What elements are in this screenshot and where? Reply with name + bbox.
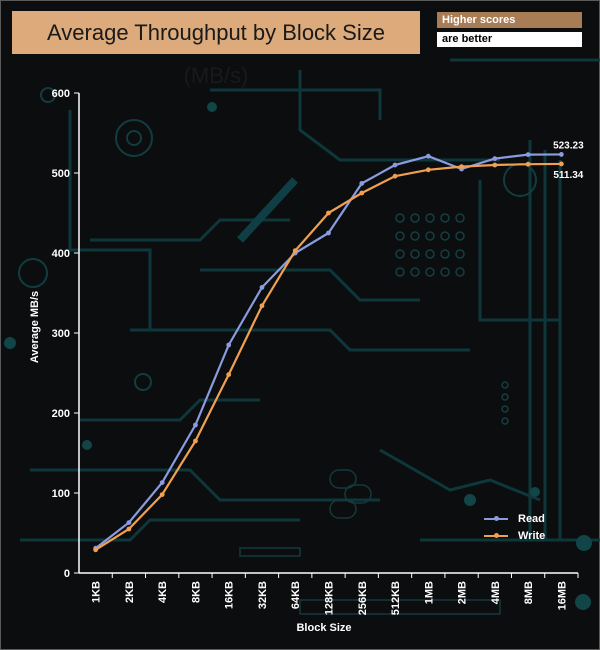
end-label-write: 511.34	[553, 170, 583, 181]
data-point-read	[226, 342, 232, 348]
end-label-read: 523.23	[553, 140, 584, 151]
x-tick-label: 128KB	[324, 581, 336, 615]
data-point-read	[159, 480, 165, 485]
legend-label-write: Write	[518, 529, 546, 542]
data-point-write	[326, 210, 331, 216]
chart-title: Average Throughput by Block Size (MB/s)	[12, 11, 420, 88]
y-tick-label: 400	[52, 248, 70, 260]
data-point-read	[126, 520, 132, 525]
legend-swatch-read	[484, 515, 508, 521]
data-point-write	[459, 164, 464, 170]
y-tick-label: 600	[52, 88, 70, 100]
y-tick-labels: 0 100 200 300 400 500 600	[52, 88, 79, 580]
data-point-write	[159, 492, 165, 497]
y-tick-label: 500	[52, 168, 70, 180]
x-tick-label: 16KB	[224, 581, 236, 609]
y-axis-label: Average MB/s	[29, 290, 41, 364]
x-axis-label: Block Size	[296, 622, 352, 634]
data-point-read	[492, 156, 498, 162]
legend-label-read: Read	[518, 512, 545, 525]
data-point-write	[259, 303, 265, 309]
x-tick-label: 64KB	[290, 581, 302, 609]
x-tick-label: 1MB	[423, 581, 435, 604]
data-point-read	[193, 422, 198, 428]
are-better-badge: are better	[437, 32, 582, 47]
x-tick-label: 2MB	[457, 581, 469, 604]
data-point-write	[93, 547, 99, 553]
data-point-write	[492, 162, 498, 168]
data-point-read	[425, 153, 431, 159]
data-point-write	[392, 173, 398, 179]
series-line-write	[95, 162, 562, 551]
y-tick-label: 0	[64, 568, 70, 580]
data-point-write	[425, 167, 431, 173]
data-point-read	[326, 230, 331, 236]
series-layer	[93, 152, 564, 553]
data-point-read	[392, 162, 398, 168]
data-point-write	[525, 161, 531, 167]
data-point-read	[359, 181, 365, 186]
higher-scores-badge: Higher scores	[437, 12, 582, 28]
data-point-write	[292, 248, 298, 254]
y-tick-label: 100	[52, 488, 70, 500]
data-point-read	[558, 152, 564, 157]
data-point-read	[259, 285, 265, 290]
data-point-write	[359, 190, 365, 196]
legend-swatch-write	[484, 532, 508, 538]
data-point-read	[525, 152, 531, 158]
x-tick-label: 8MB	[523, 581, 535, 604]
x-tick-label: 32KB	[257, 581, 269, 609]
legend-item-write: Write	[484, 527, 545, 544]
chart-legend: Read Write	[484, 510, 545, 544]
y-tick-label: 200	[52, 408, 70, 420]
x-tick-label: 8KB	[190, 581, 202, 603]
x-tick-labels: 1KB 2KB 4KB 8KB 16KB 32KB 64KB 128KB 256KB 512KB 1…	[91, 573, 579, 615]
x-tick-label: 256KB	[357, 581, 369, 615]
data-point-write	[226, 372, 232, 377]
data-point-write	[558, 161, 564, 167]
x-tick-label: 16MB	[556, 581, 568, 610]
x-tick-label: 2KB	[124, 581, 136, 603]
x-tick-label: 4KB	[157, 581, 169, 603]
data-point-write	[193, 438, 198, 444]
data-point-write	[126, 526, 132, 532]
x-tick-label: 1KB	[91, 581, 103, 603]
end-value-labels: 523.23 511.34	[553, 140, 584, 181]
y-tick-label: 300	[52, 328, 70, 340]
legend-item-read: Read	[484, 510, 545, 527]
x-tick-label: 4MB	[490, 581, 502, 604]
x-tick-label: 512KB	[390, 581, 402, 615]
